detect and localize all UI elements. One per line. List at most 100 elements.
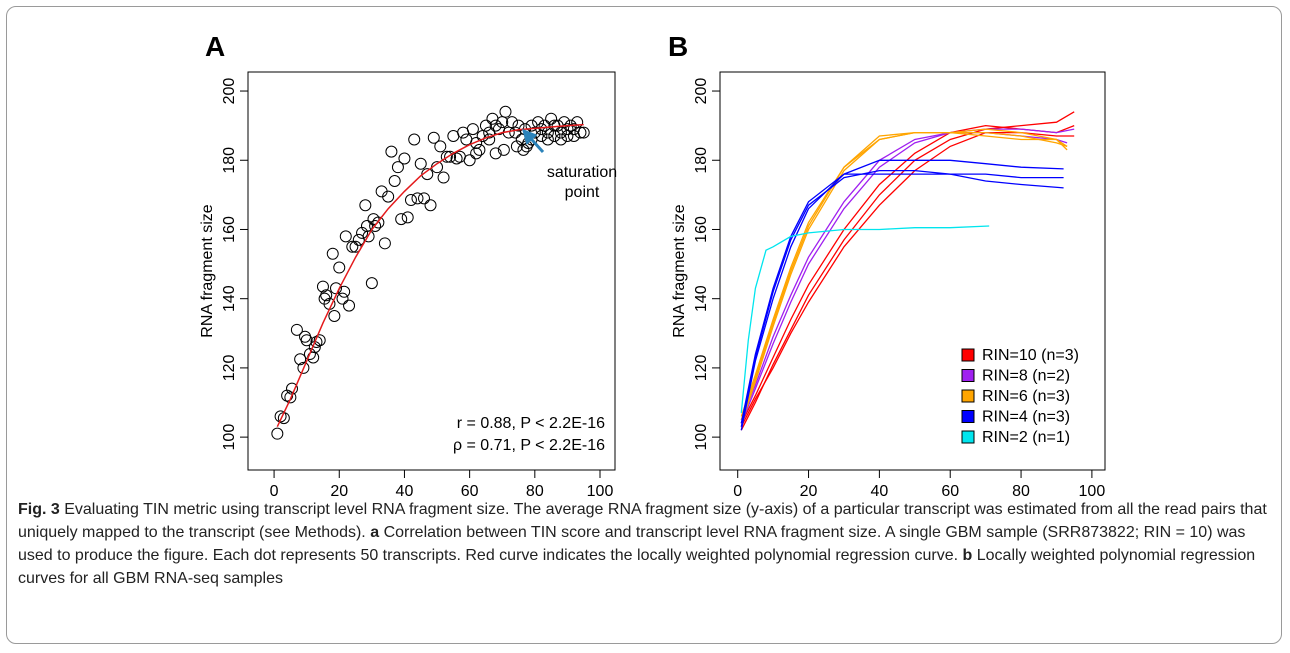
data-point [333,261,346,274]
legend-label: RIN=2 (n=1) [982,429,1070,446]
legend-label: RIN=10 (n=3) [982,347,1079,364]
caption: Fig. 3 Evaluating TIN metric using trans… [18,498,1280,590]
series-line [740,128,1075,424]
y-tick-label: 140 [221,285,238,312]
caption-a-label: a [370,524,380,541]
data-point [398,152,411,165]
data-point [395,213,408,226]
data-point [271,427,284,440]
series-line [740,128,1068,421]
data-point [385,145,398,158]
y-tick-label: 100 [693,424,710,451]
y-tick-label: 120 [221,354,238,381]
x-tick-label: 100 [587,483,614,500]
x-tick-label: 0 [733,483,742,500]
y-tick-label: 140 [693,285,710,312]
x-tick-label: 60 [461,483,479,500]
data-point [571,116,584,129]
data-point [294,353,307,366]
data-point [408,133,421,146]
legend-swatch [961,348,975,362]
plot-box [719,71,1106,471]
y-tick-label: 200 [693,78,710,105]
data-point [382,190,395,203]
legend-swatch [961,389,975,403]
data-point [499,105,512,118]
data-point [326,247,339,260]
x-tick-label: 80 [526,483,544,500]
caption-text: Locally weighted polynomial regression c… [18,547,1256,587]
data-point [365,277,378,290]
data-point [359,199,372,212]
data-point [427,131,440,144]
data-point [414,157,427,170]
annotation: saturation [547,164,617,181]
data-point [554,126,567,139]
y-tick-label: 160 [221,216,238,243]
caption-b-label: b [962,547,973,564]
data-point [479,119,492,132]
caption-text: Correlation between TIN score and transc… [18,524,1246,564]
data-point [535,123,548,136]
data-point [336,292,349,305]
data-point [437,171,450,184]
y-axis-label: RNA fragment size [199,204,216,337]
data-point [512,119,525,132]
data-point [372,216,385,229]
data-point [489,119,502,132]
data-point [510,140,523,153]
y-axis-label: RNA fragment size [671,204,688,337]
x-tick-label: 20 [330,483,348,500]
data-point [388,175,401,188]
data-point [489,147,502,160]
caption-label: Fig. 3 [18,501,60,518]
data-point [418,192,431,205]
data-point [362,230,375,243]
legend-label: RIN=6 (n=3) [982,388,1070,405]
data-point [567,130,580,143]
data-point [316,280,329,293]
y-tick-label: 120 [693,354,710,381]
data-point [497,143,510,156]
data-point [470,136,483,149]
annotation: point [565,184,600,201]
data-point [274,410,287,423]
data-point [561,123,574,136]
data-point [548,130,561,143]
data-point [328,309,341,322]
legend-swatch [961,369,975,382]
data-point [574,126,587,139]
data-point [297,361,310,374]
data-point [532,116,545,129]
y-tick-label: 180 [693,147,710,174]
data-point [473,143,486,156]
data-point [483,126,496,139]
data-point [369,220,382,233]
data-point [284,391,297,404]
data-point [424,199,437,212]
data-point [290,323,303,336]
series-line [740,225,990,413]
data-point [561,130,574,143]
y-tick-label: 160 [693,216,710,243]
legend-swatch [961,410,975,423]
data-point [466,123,479,136]
data-point [444,150,457,163]
data-point [434,140,447,153]
data-point [338,285,351,298]
data-point [300,334,313,347]
regression-line [276,123,584,428]
stats-text: ρ = 0.71, P < 2.2E-16 [453,437,605,454]
data-point [545,112,558,125]
legend-label: RIN=8 (n=2) [982,368,1070,385]
x-tick-label: 40 [396,483,414,500]
data-point [378,237,391,250]
data-point [404,194,417,207]
data-point [401,211,414,224]
plot-box [247,71,616,471]
x-tick-label: 60 [941,483,959,500]
figure: A020406080100100120140160180200TINRNA fr… [199,31,1106,500]
x-tick-label: 0 [270,483,279,500]
data-point [440,150,453,163]
